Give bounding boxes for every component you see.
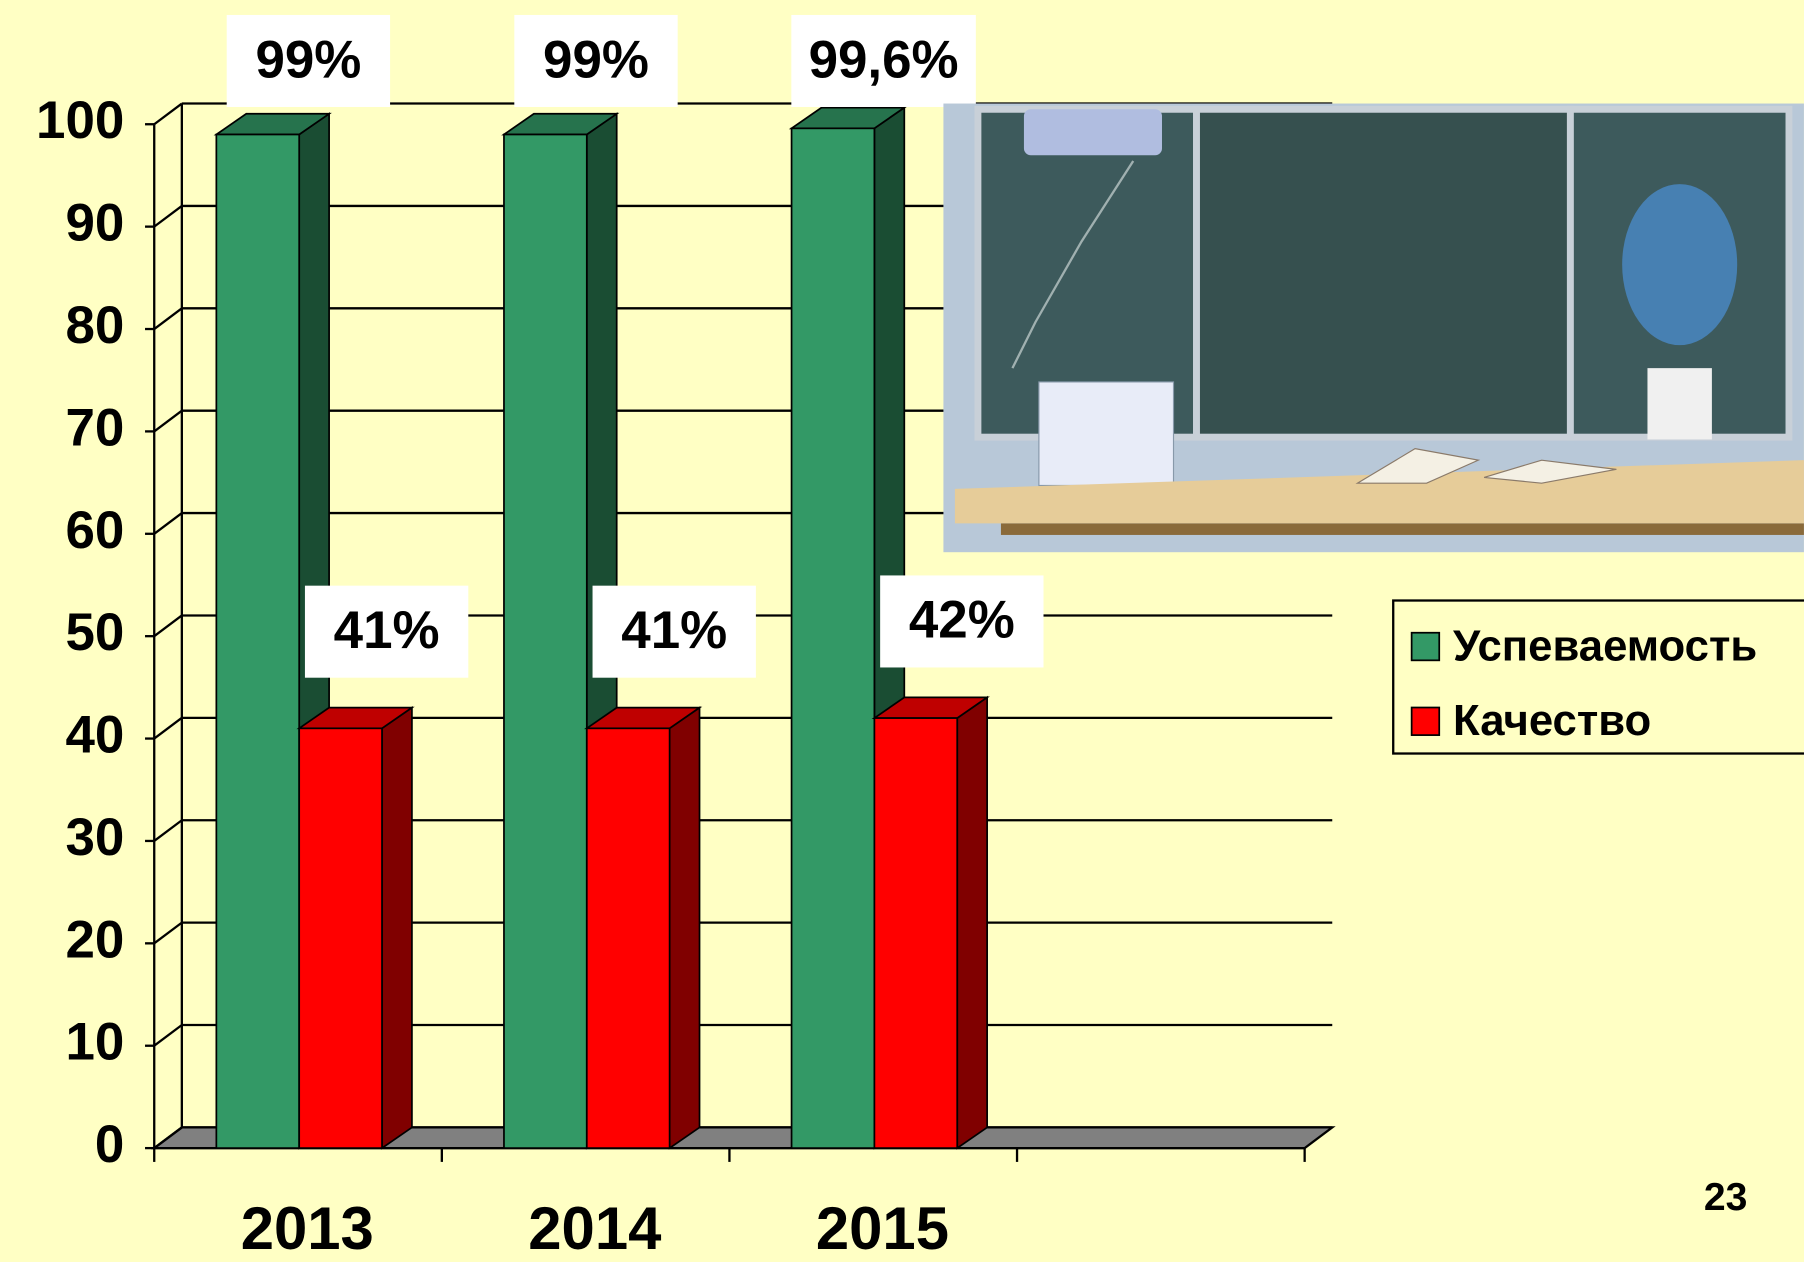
value-label-box — [791, 14, 976, 107]
bar — [585, 727, 671, 1149]
bar-side — [956, 695, 988, 1150]
legend-box — [1392, 599, 1804, 755]
y-tick-diag — [153, 205, 183, 228]
value-label-box — [304, 585, 469, 678]
x-tick-label: 2015 — [816, 1195, 949, 1262]
legend-label: Качество — [1453, 696, 1651, 745]
y-tick-diag — [153, 614, 183, 638]
bar — [215, 133, 301, 1149]
y-tick-diag — [153, 716, 183, 740]
legend-swatch — [1410, 631, 1441, 662]
y-tick-diag — [153, 1126, 183, 1150]
y-tick-diag — [153, 512, 183, 535]
bar — [503, 133, 588, 1149]
y-tick-label: 0 — [95, 1115, 124, 1174]
x-tick-label: 2014 — [528, 1195, 661, 1262]
y-tick-label: 40 — [65, 706, 124, 765]
classroom-picture — [943, 103, 1804, 553]
y-tick-label: 70 — [65, 398, 124, 457]
value-label: 99,6% — [809, 30, 959, 89]
value-label: 42% — [909, 591, 1015, 650]
x-tick-label: 2013 — [241, 1195, 374, 1262]
bar — [790, 127, 876, 1149]
y-tick-diag — [153, 307, 183, 330]
y-tick-label: 30 — [65, 808, 124, 867]
value-label: 99% — [255, 30, 361, 89]
y-tick-label: 50 — [65, 603, 124, 662]
y-tick-label: 90 — [65, 194, 124, 253]
y-tick-diag — [153, 1024, 183, 1047]
y-tick-label: 60 — [65, 501, 124, 560]
legend-label: Успеваемость — [1453, 621, 1757, 670]
value-label-box — [514, 14, 678, 107]
value-label: 99% — [543, 30, 649, 89]
y-tick-label: 20 — [65, 910, 124, 969]
bar-side — [381, 705, 413, 1150]
value-label-box — [880, 575, 1044, 668]
legend: Успеваемость Качество — [1392, 599, 1804, 755]
bar-side — [668, 705, 701, 1150]
page-number: 23 — [1704, 1176, 1748, 1219]
y-tick-diag — [153, 921, 183, 945]
y-tick-diag — [153, 102, 183, 126]
legend-swatch — [1410, 706, 1441, 736]
bar — [298, 727, 383, 1149]
bar — [873, 717, 959, 1149]
y-tick-label: 80 — [65, 296, 124, 355]
value-label-box — [592, 585, 756, 678]
y-tick-diag — [153, 409, 183, 433]
y-tick-diag — [153, 819, 183, 842]
value-label-box — [226, 14, 391, 107]
value-label: 41% — [621, 601, 727, 660]
plot-area: 0 10 20 30 40 50 60 70 80 90 100 2013 99% 41% 2014 99% 4… — [36, 14, 1336, 1262]
y-tick-label: 10 — [65, 1013, 124, 1072]
value-label: 41% — [334, 601, 440, 660]
y-tick-label: 100 — [36, 91, 124, 150]
